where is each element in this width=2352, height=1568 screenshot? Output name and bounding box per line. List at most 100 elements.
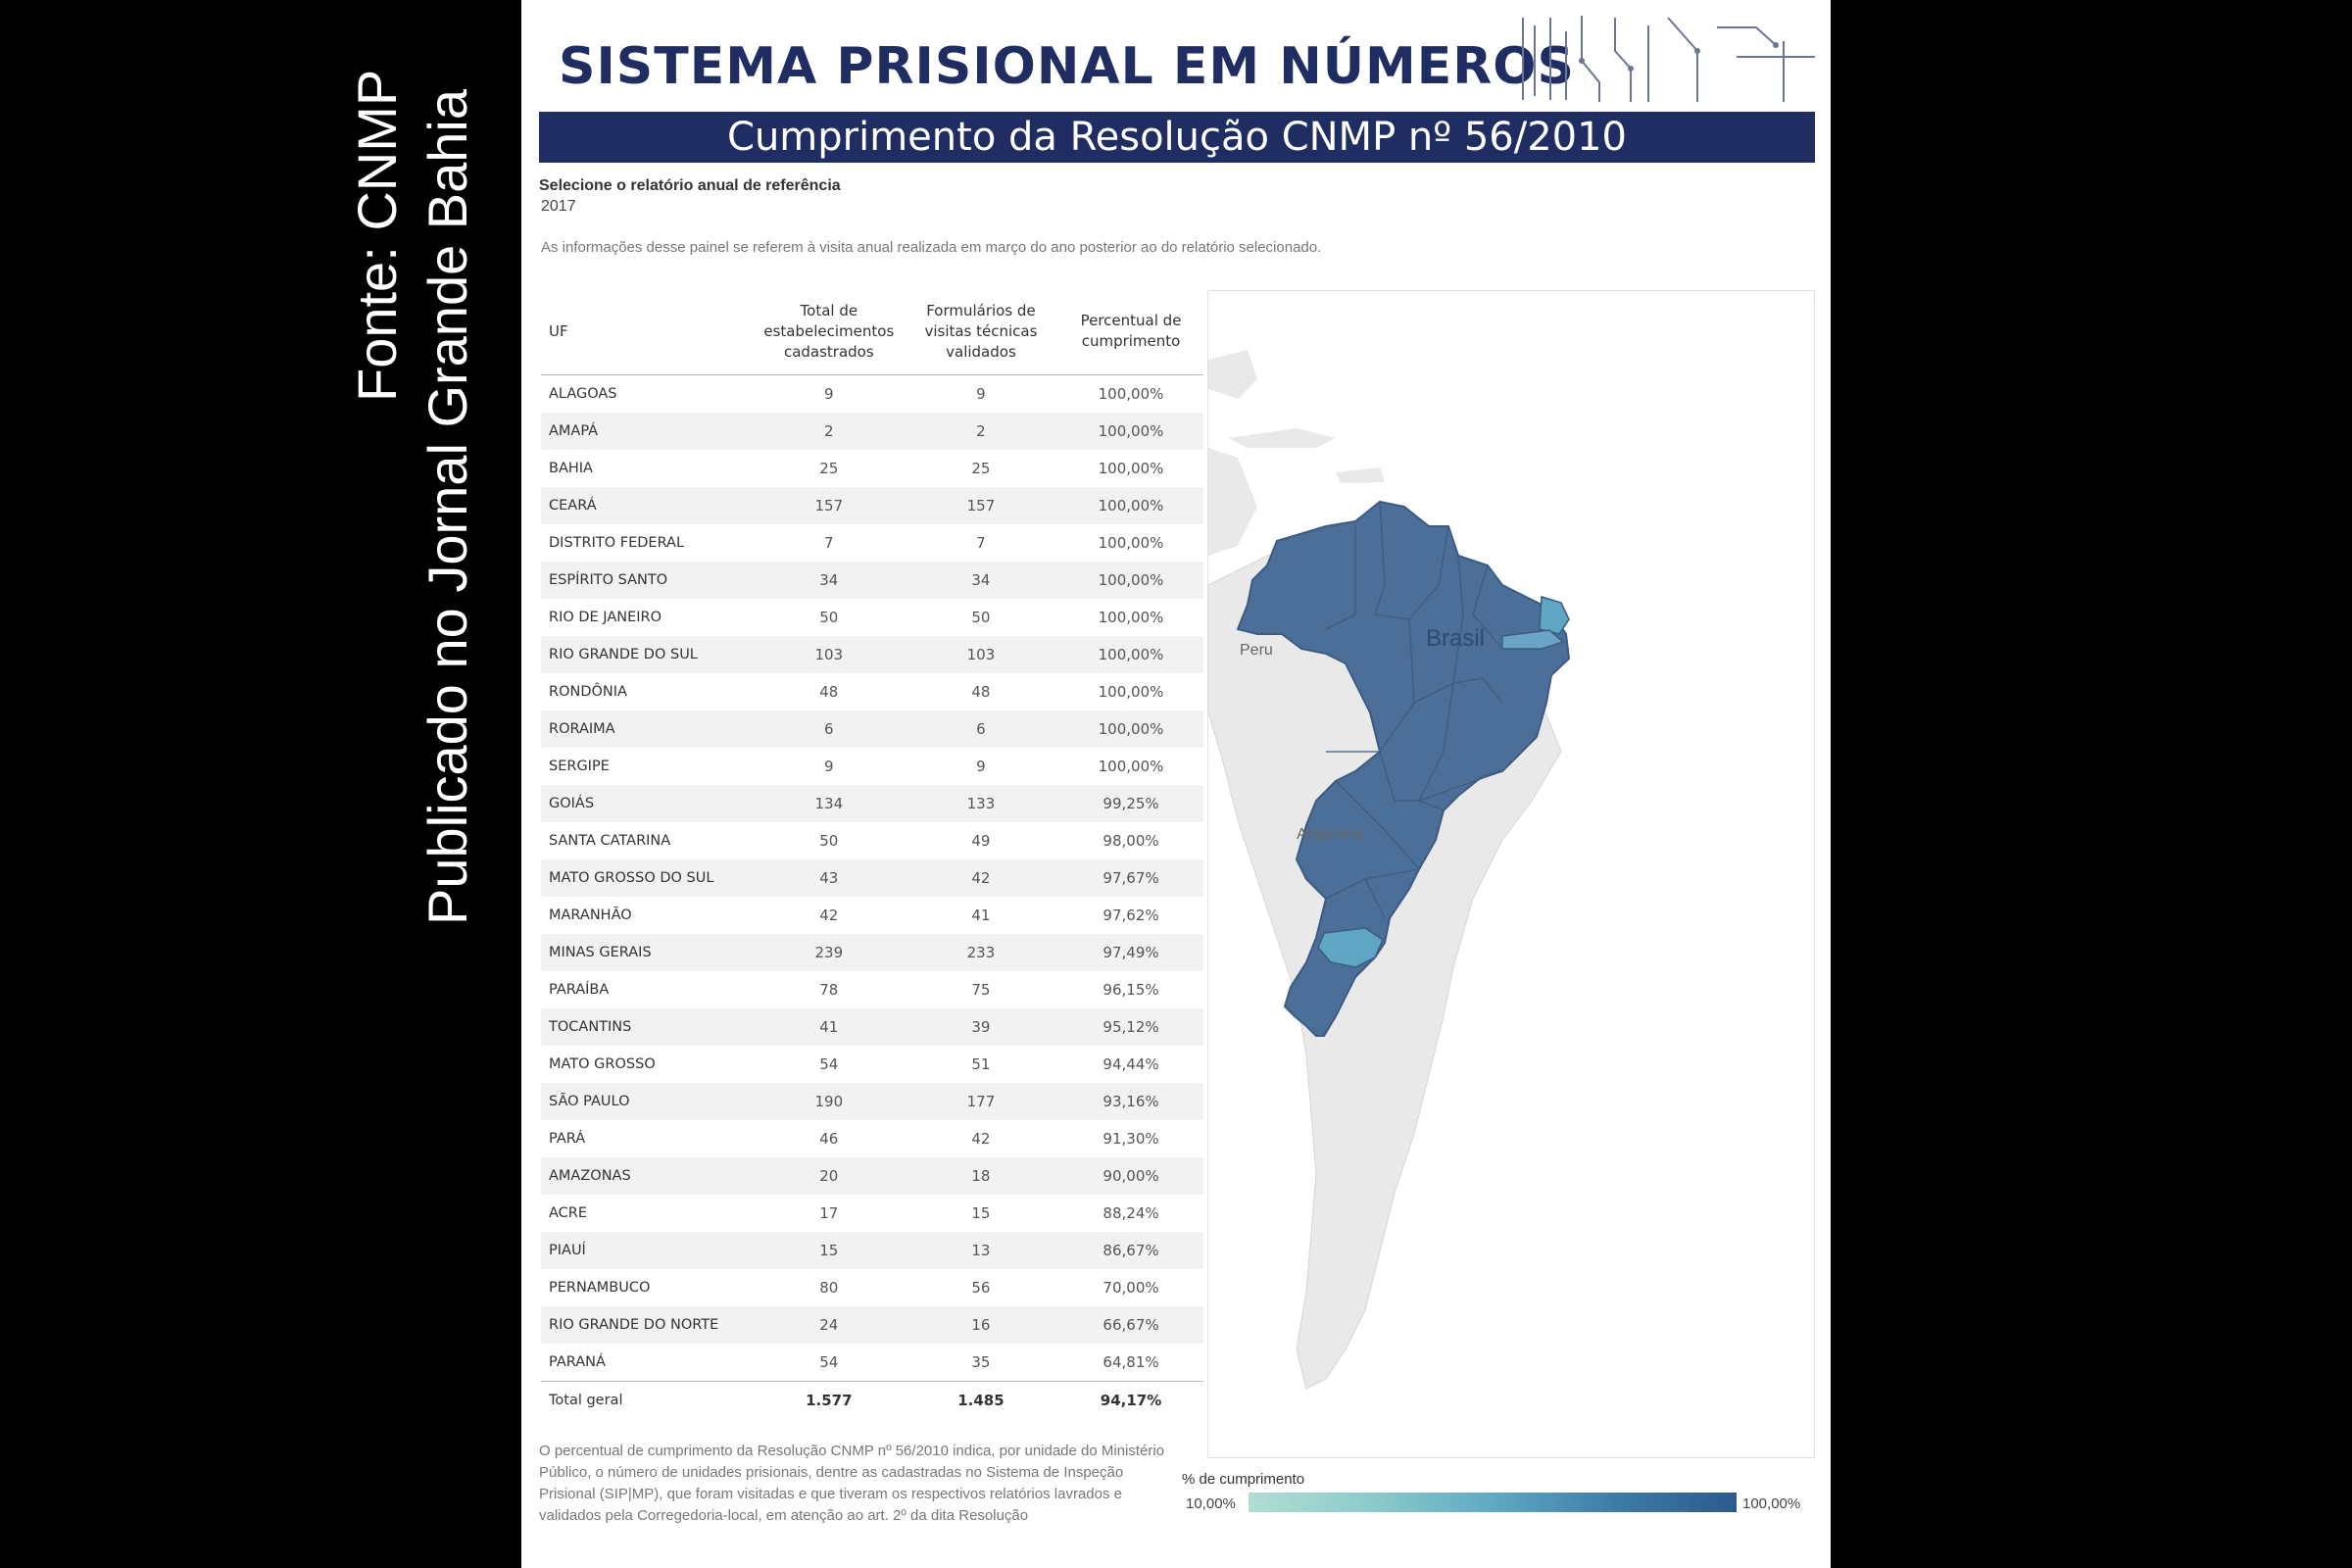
row-uf: PARAÍBA — [549, 982, 610, 998]
row-total-establishments: 2 — [754, 413, 904, 450]
table-row[interactable]: CEARÁ 157 157 100,00% — [541, 487, 1203, 524]
page-title: SISTEMA PRISIONAL EM NÚMEROS — [559, 37, 1575, 96]
row-validated-forms: 177 — [903, 1083, 1059, 1120]
table-row[interactable]: ALAGOAS 9 9 100,00% — [541, 375, 1203, 414]
map-land-hispaniola — [1336, 467, 1385, 483]
row-total-establishments: 50 — [819, 609, 839, 626]
table-row[interactable]: GOIÁS 134 133 99,25% — [541, 785, 1203, 822]
row-validated-forms: 39 — [903, 1008, 1059, 1046]
table-row[interactable]: MARANHÃO 42 41 97,62% — [541, 897, 1203, 934]
row-uf: PARÁ — [549, 1131, 586, 1147]
row-uf: MATO GROSSO — [549, 1056, 656, 1072]
row-uf: MARANHÃO — [549, 907, 632, 923]
table-row[interactable]: SÃO PAULO 190 177 93,16% — [541, 1083, 1203, 1120]
row-validated-forms: 51 — [971, 1055, 991, 1073]
row-total-establishments: 48 — [819, 683, 839, 701]
table-row[interactable]: PARÁ 46 42 91,30% — [541, 1120, 1203, 1157]
map-label-brasil: Brasil — [1426, 625, 1485, 652]
map-state-borders — [1325, 501, 1503, 919]
row-total-establishments: 54 — [819, 1055, 839, 1073]
row-percent: 100,00% — [1058, 413, 1203, 450]
row-percent: 93,16% — [1058, 1083, 1203, 1120]
row-total-establishments: 20 — [754, 1157, 904, 1195]
table-row[interactable]: RIO DE JANEIRO 50 50 100,00% — [541, 599, 1203, 636]
row-percent: 97,49% — [1058, 934, 1203, 971]
table-row[interactable]: RORAIMA 6 6 100,00% — [541, 710, 1203, 748]
source-line: Fonte: CNMP — [346, 69, 408, 402]
table-row[interactable]: RIO GRANDE DO NORTE 24 16 66,67% — [541, 1306, 1203, 1344]
compliance-table: UF Total de estabelecimentos cadastrados F… — [541, 288, 1203, 1419]
row-total-establishments: 46 — [819, 1130, 839, 1148]
map-state-brazil[interactable] — [1236, 500, 1571, 1037]
map-land-central-america — [1208, 448, 1257, 556]
table-row[interactable]: PARAÍBA 78 75 96,15% — [541, 971, 1203, 1008]
table-row[interactable]: ESPÍRITO SANTO 34 34 100,00% — [541, 562, 1203, 599]
row-percent: 100,00% — [1098, 683, 1164, 701]
row-total-establishments: 54 — [819, 1353, 839, 1371]
row-total-establishments: 42 — [819, 906, 839, 924]
row-validated-forms: 49 — [971, 832, 991, 850]
row-percent: 100,00% — [1098, 534, 1164, 552]
row-uf: SERGIPE — [549, 759, 610, 774]
table-row[interactable]: RIO GRANDE DO SUL 103 103 100,00% — [541, 636, 1203, 673]
table-row[interactable]: MINAS GERAIS 239 233 97,49% — [541, 934, 1203, 971]
table-row[interactable]: ACRE 17 15 88,24% — [541, 1195, 1203, 1232]
row-percent: 98,00% — [1102, 832, 1159, 850]
table-row[interactable]: PERNAMBUCO 80 56 70,00% — [541, 1269, 1203, 1306]
row-validated-forms: 34 — [903, 562, 1059, 599]
dashboard-panel: SISTEMA PRISIONAL EM NÚMEROS Cumprimento… — [521, 0, 1831, 1568]
table-row[interactable]: PIAUÍ 15 13 86,67% — [541, 1232, 1203, 1269]
row-percent: 91,30% — [1102, 1130, 1159, 1148]
table-row[interactable]: SANTA CATARINA 50 49 98,00% — [541, 822, 1203, 859]
circuit-decoration — [1522, 16, 1815, 102]
total-establishments: 1.577 — [754, 1381, 904, 1419]
table-header-row: UF Total de estabelecimentos cadastrados F… — [541, 288, 1203, 375]
row-uf: RIO GRANDE DO SUL — [541, 636, 755, 673]
map-view[interactable]: Peru Brasil Argentina — [1207, 290, 1815, 1458]
row-percent: 97,67% — [1058, 859, 1203, 897]
row-validated-forms: 41 — [971, 906, 991, 924]
row-total-establishments: 43 — [754, 859, 904, 897]
row-validated-forms: 157 — [903, 487, 1059, 524]
map-state-pernambuco[interactable] — [1501, 629, 1565, 650]
row-total-establishments: 24 — [754, 1306, 904, 1344]
row-total-establishments: 6 — [754, 710, 904, 748]
row-uf: DISTRITO FEDERAL — [549, 535, 685, 551]
legend-min-label: 10,00% — [1186, 1495, 1236, 1512]
row-uf: SANTA CATARINA — [549, 833, 671, 849]
row-uf: TOCANTINS — [541, 1008, 755, 1046]
row-uf: ALAGOAS — [549, 386, 617, 402]
row-validated-forms: 42 — [903, 859, 1059, 897]
table-row[interactable]: PARANÁ 54 35 64,81% — [541, 1344, 1203, 1382]
row-uf: PERNAMBUCO — [549, 1280, 651, 1296]
table-row[interactable]: TOCANTINS 41 39 95,12% — [541, 1008, 1203, 1046]
column-header-forms[interactable]: Formulários de visitas técnicas validados — [903, 288, 1059, 375]
table-row[interactable]: AMAPÁ 2 2 100,00% — [541, 413, 1203, 450]
table-row[interactable]: DISTRITO FEDERAL 7 7 100,00% — [541, 524, 1203, 562]
map-state-rio-grande-do-norte[interactable] — [1539, 596, 1570, 635]
row-percent: 100,00% — [1098, 758, 1164, 775]
south-america-map[interactable]: Peru Brasil Argentina — [1208, 291, 1814, 1457]
column-header-total[interactable]: Total de estabelecimentos cadastrados — [754, 288, 904, 375]
row-uf: ESPÍRITO SANTO — [541, 562, 755, 599]
row-uf: CEARÁ — [541, 487, 755, 524]
map-state-parana[interactable] — [1317, 927, 1384, 968]
row-uf: AMAZONAS — [541, 1157, 755, 1195]
column-header-percent[interactable]: Percentual de cumprimento — [1058, 288, 1203, 375]
table-row[interactable]: MATO GROSSO DO SUL 43 42 97,67% — [541, 859, 1203, 897]
table-row[interactable]: BAHIA 25 25 100,00% — [541, 450, 1203, 487]
row-validated-forms: 7 — [976, 534, 986, 552]
row-percent: 100,00% — [1058, 636, 1203, 673]
table-row[interactable]: SERGIPE 9 9 100,00% — [541, 748, 1203, 785]
report-year-selector[interactable]: 2017 — [541, 198, 576, 215]
row-total-establishments: 9 — [824, 758, 834, 775]
methodology-note: O percentual de cumprimento da Resolução… — [539, 1443, 1165, 1524]
table-row[interactable]: MATO GROSSO 54 51 94,44% — [541, 1046, 1203, 1083]
row-total-establishments: 190 — [754, 1083, 904, 1120]
table-row[interactable]: AMAZONAS 20 18 90,00% — [541, 1157, 1203, 1195]
column-header-uf[interactable]: UF — [541, 288, 755, 375]
table-row[interactable]: RONDÔNIA 48 48 100,00% — [541, 673, 1203, 710]
subtitle-banner: Cumprimento da Resolução CNMP nº 56/2010 — [539, 112, 1815, 163]
row-total-establishments: 80 — [819, 1279, 839, 1297]
row-total-establishments: 9 — [824, 385, 834, 403]
